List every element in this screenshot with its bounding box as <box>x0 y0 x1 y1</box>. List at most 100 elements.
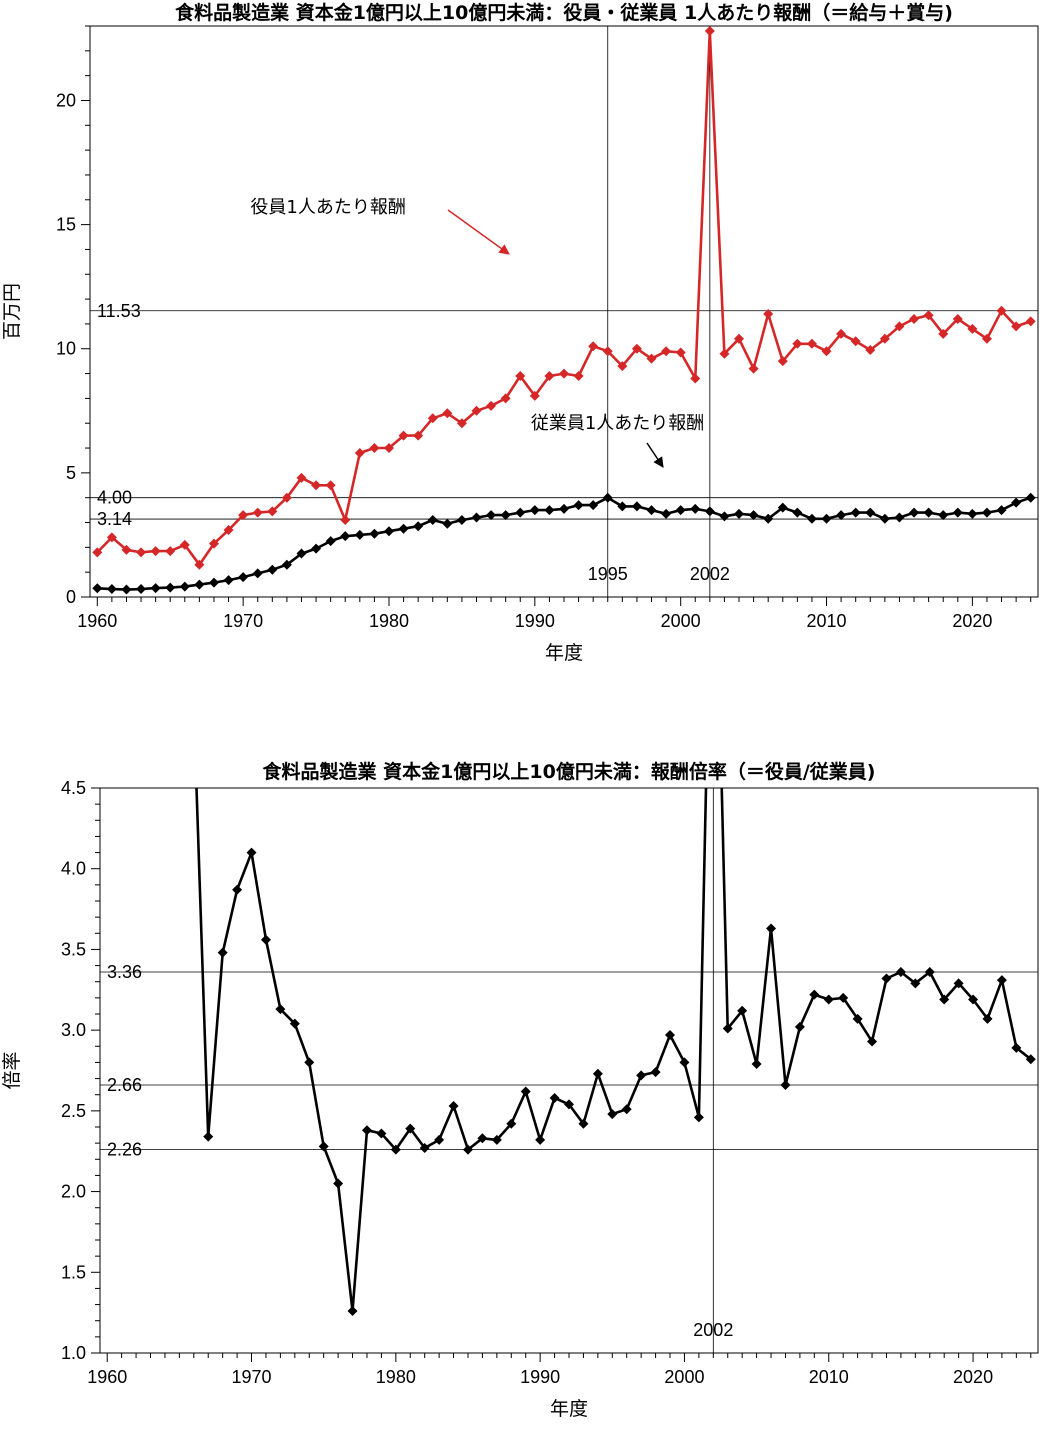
data-point <box>179 539 190 550</box>
y-tick-label: 4.0 <box>61 859 86 879</box>
data-point <box>477 1133 488 1144</box>
data-point <box>794 1021 805 1032</box>
data-point <box>850 336 861 347</box>
x-axis-label: 年度 <box>545 642 583 664</box>
reference-hline-label: 3.14 <box>97 509 132 529</box>
annotation-arrow-employee <box>646 442 664 468</box>
data-point <box>296 548 307 559</box>
data-point <box>923 507 934 518</box>
data-point <box>621 1104 632 1115</box>
data-point <box>894 321 905 332</box>
plot-series-area <box>195 788 1036 1317</box>
data-point <box>106 532 117 543</box>
data-point <box>981 333 992 344</box>
x-tick-label: 1970 <box>231 1367 271 1387</box>
data-point <box>106 584 117 595</box>
data-point <box>456 515 467 526</box>
data-point <box>442 518 453 529</box>
x-tick-label: 1980 <box>376 1367 416 1387</box>
data-point <box>952 313 963 324</box>
data-point <box>734 333 745 344</box>
y-tick-label: 1.0 <box>61 1343 86 1363</box>
data-point <box>354 529 365 540</box>
data-point <box>792 507 803 518</box>
data-point <box>223 524 234 535</box>
data-point <box>806 513 817 524</box>
data-point <box>909 313 920 324</box>
data-point <box>383 443 394 454</box>
data-point <box>777 356 788 367</box>
data-point <box>636 1070 647 1081</box>
data-point <box>491 1134 502 1145</box>
data-point <box>376 1128 387 1139</box>
data-point <box>150 546 161 557</box>
data-point <box>894 512 905 523</box>
chart-title: 食料品製造業 資本金1億円以上10億円未満：役員・従業員 1人あたり報酬（＝給与… <box>175 1 953 24</box>
data-point <box>661 346 672 357</box>
reference-hline-label: 2.66 <box>107 1075 142 1095</box>
data-point <box>121 584 132 595</box>
data-point <box>150 583 161 594</box>
data-point <box>194 579 205 590</box>
data-point <box>588 500 599 511</box>
y-tick-label: 10 <box>56 339 76 359</box>
data-point <box>996 505 1007 516</box>
data-point <box>665 1029 676 1040</box>
data-point <box>910 978 921 989</box>
data-point <box>693 1112 704 1123</box>
data-point <box>462 1144 473 1155</box>
data-point <box>806 338 817 349</box>
data-point <box>486 400 497 411</box>
data-point <box>777 502 788 513</box>
y-tick-label: 4.5 <box>61 778 86 798</box>
data-point <box>564 1099 574 1110</box>
x-tick-label: 1970 <box>223 611 263 631</box>
reference-hline-label: 11.53 <box>97 301 141 321</box>
data-point <box>486 510 497 521</box>
data-point <box>1011 1042 1022 1053</box>
data-point <box>690 503 701 514</box>
data-point <box>179 581 190 592</box>
plot-series-area <box>92 26 1036 595</box>
data-point <box>559 503 569 514</box>
data-point <box>347 1306 358 1317</box>
data-point <box>737 1005 748 1016</box>
data-point <box>92 583 103 594</box>
data-point <box>821 513 832 524</box>
compensation-chart: 食料品製造業 資本金1億円以上10億円未満：役員・従業員 1人あたり報酬（＝給与… <box>1 1 1039 664</box>
data-point <box>953 978 964 989</box>
data-point <box>650 1067 661 1078</box>
data-point <box>246 847 257 858</box>
data-point <box>938 510 949 521</box>
data-point <box>383 526 394 537</box>
data-point <box>252 568 263 579</box>
y-tick-label: 1.5 <box>61 1262 86 1282</box>
x-tick-label: 2010 <box>806 611 846 631</box>
x-tick-label: 1960 <box>77 611 117 631</box>
data-point <box>325 480 336 491</box>
data-point <box>967 508 978 519</box>
data-point <box>895 967 906 978</box>
x-tick-label: 1960 <box>87 1367 127 1387</box>
data-point <box>500 510 511 521</box>
data-point <box>506 1118 517 1129</box>
reference-hline-label: 4.00 <box>97 488 132 508</box>
x-axis-label: 年度 <box>550 1398 588 1420</box>
data-point <box>92 547 103 558</box>
data-point <box>413 430 424 441</box>
data-point <box>748 510 759 521</box>
data-point <box>838 992 849 1003</box>
data-point <box>136 547 147 558</box>
data-point <box>661 508 672 519</box>
reference-vline-label: 1995 <box>588 564 628 584</box>
data-point <box>588 341 599 352</box>
data-point <box>646 505 657 516</box>
data-point <box>535 1134 546 1145</box>
y-tick-label: 2.5 <box>61 1101 86 1121</box>
x-tick-label: 2010 <box>809 1367 849 1387</box>
data-point <box>952 507 963 518</box>
data-point <box>354 448 365 459</box>
data-point <box>238 572 249 583</box>
data-point <box>281 559 292 570</box>
data-point <box>923 310 934 321</box>
